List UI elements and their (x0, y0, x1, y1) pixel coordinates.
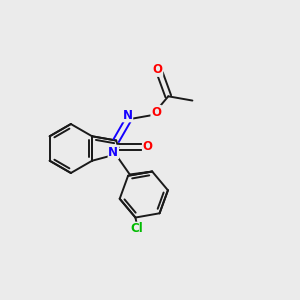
Text: N: N (108, 146, 118, 158)
Text: O: O (151, 106, 161, 118)
Text: O: O (152, 63, 163, 76)
Text: N: N (122, 109, 133, 122)
Text: O: O (142, 140, 153, 153)
Text: Cl: Cl (130, 222, 143, 236)
